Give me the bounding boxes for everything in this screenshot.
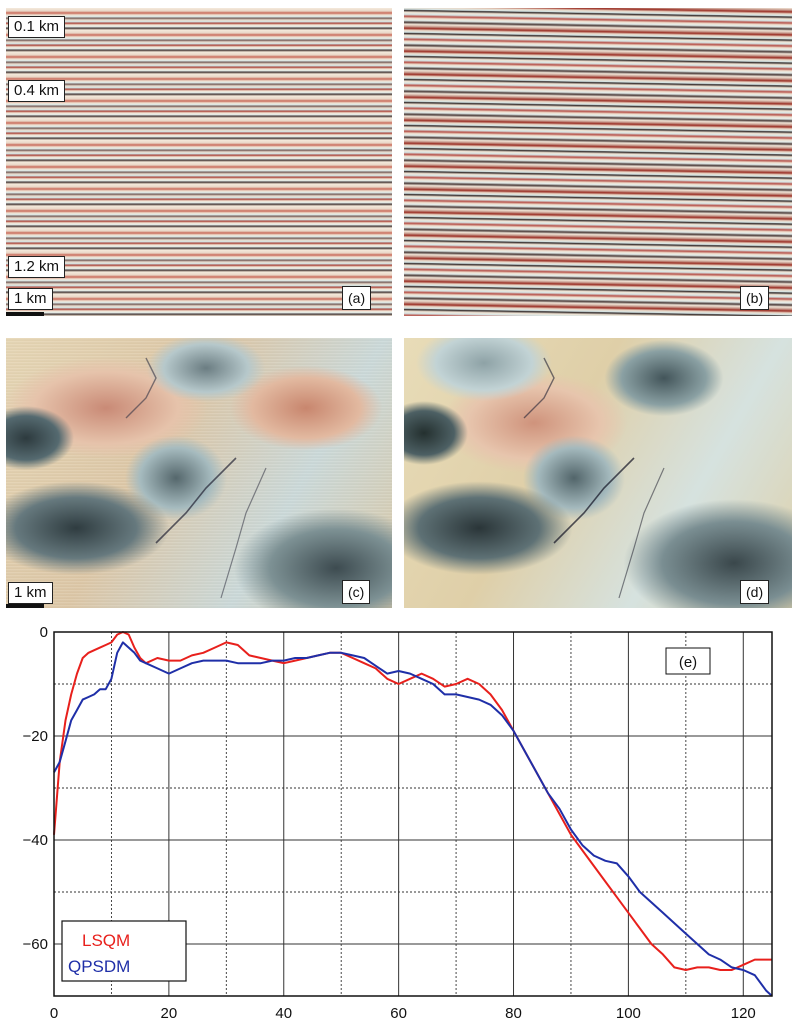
x-tick-label: 40	[275, 1005, 292, 1022]
fault-traces-c	[125, 357, 267, 599]
panel-tag-d: (d)	[740, 580, 770, 604]
amplitude-line-chart: 0 20 40 60 80 100 120 0 −20 −40 −60 (e) LSQM QPSD…	[23, 624, 773, 1022]
depth-slice-map-c: 1 km (c)	[6, 338, 392, 608]
x-tick-label: 20	[161, 1005, 178, 1022]
series-line-qpsdm	[53, 641, 773, 997]
panel-tag-c: (c)	[342, 580, 371, 604]
x-tick-label: 80	[505, 1005, 522, 1022]
depth-label-0-1-km: 0.1 km	[8, 16, 66, 38]
panel-tag-e-text: (e)	[679, 654, 697, 671]
x-tick-label: 0	[50, 1005, 58, 1022]
y-tick-label: −60	[23, 936, 48, 953]
panel-tag-a: (a)	[342, 286, 372, 310]
y-tick-label: 0	[40, 624, 48, 641]
scale-bar-c	[6, 604, 44, 608]
x-tick-label: 100	[616, 1005, 641, 1022]
series-line-lsqm	[53, 631, 772, 971]
x-axis-ticks: 0 20 40 60 80 100 120	[50, 1005, 756, 1022]
legend: LSQM QPSDM	[61, 920, 187, 982]
scale-bar-a	[6, 312, 44, 316]
plot-frame	[53, 631, 773, 997]
seismic-section-b: (b)	[404, 8, 792, 316]
depth-label-0-4-km: 0.4 km	[8, 80, 66, 102]
scale-label-a: 1 km	[8, 288, 53, 310]
legend-label-qpsdm: QPSDM	[68, 957, 130, 976]
panel-tag-e: (e)	[665, 647, 711, 675]
panel-tag-b: (b)	[740, 286, 770, 310]
fault-traces-d	[523, 357, 665, 599]
depth-label-1-2-km: 1.2 km	[8, 256, 66, 278]
depth-slice-map-d: (d)	[404, 338, 792, 608]
legend-label-lsqm: LSQM	[82, 931, 130, 950]
y-tick-label: −20	[23, 728, 48, 745]
y-axis-ticks: 0 −20 −40 −60	[23, 624, 48, 953]
seismic-section-a: 0.1 km 0.4 km 1.2 km 1 km (a)	[6, 8, 392, 316]
y-tick-label: −40	[23, 832, 48, 849]
x-tick-label: 120	[731, 1005, 756, 1022]
x-tick-label: 60	[390, 1005, 407, 1022]
scale-label-c: 1 km	[8, 582, 53, 604]
